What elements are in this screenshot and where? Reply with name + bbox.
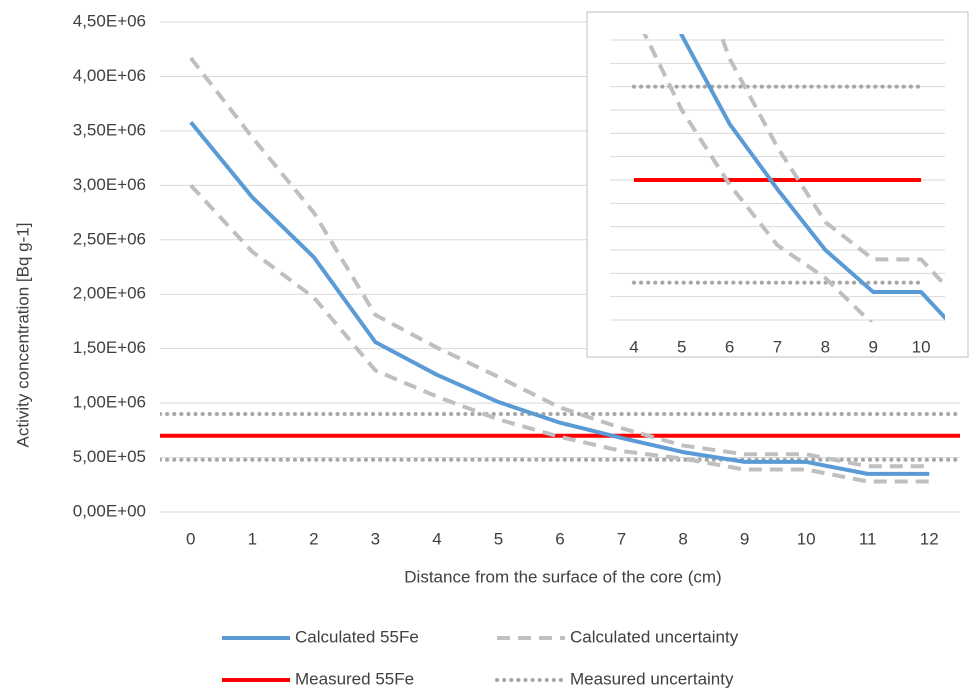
x-tick-label: 7: [773, 337, 782, 356]
legend-label: Calculated 55Fe: [295, 627, 419, 646]
x-tick-label: 6: [555, 529, 564, 548]
y-tick-label: 0,00E+00: [73, 501, 146, 520]
y-tick-label: 2,50E+06: [73, 229, 146, 248]
legend-label: Measured uncertainty: [570, 669, 734, 688]
main-chart: 0,00E+00 5,00E+05 1,00E+06 1,50E+06 2,00E+06…: [73, 11, 960, 548]
x-tick-label: 8: [821, 337, 830, 356]
x-tick-label: 12: [920, 529, 939, 548]
x-tick-label: 9: [740, 529, 749, 548]
x-tick-label: 0: [186, 529, 195, 548]
y-tick-label: 3,00E+06: [73, 175, 146, 194]
x-tick-label: 6: [725, 337, 734, 356]
legend-label: Calculated uncertainty: [570, 627, 739, 646]
inset-frame: [586, 11, 969, 358]
inset-chart: 4 5 6 7 8 9 10: [610, 34, 945, 356]
x-tick-label: 5: [494, 529, 503, 548]
legend: Calculated 55Fe Calculated uncertainty Mea…: [222, 627, 739, 688]
y-tick-label: 2,00E+06: [73, 284, 146, 303]
x-tick-label: 9: [868, 337, 877, 356]
x-tick-label: 2: [309, 529, 318, 548]
x-tick-label: 10: [797, 529, 816, 548]
x-tick-label: 4: [432, 529, 441, 548]
plot-lines: [631, 34, 945, 322]
x-tick-label: 11: [859, 529, 877, 548]
y-tick-label: 3,50E+06: [73, 120, 146, 139]
x-tick-label: 10: [912, 337, 931, 356]
plot-lines: [160, 56, 960, 484]
x-tick-label: 4: [629, 337, 638, 356]
x-axis-title: Distance from the surface of the core (c…: [404, 567, 721, 586]
data-line: [718, 34, 945, 288]
x-tick-label: 8: [678, 529, 687, 548]
y-tick-label: 1,50E+06: [73, 338, 146, 357]
y-axis-title: Activity concentration [Bq g-1]: [13, 223, 32, 448]
data-line: [189, 120, 930, 476]
data-line: [679, 34, 945, 321]
x-tick-label: 5: [677, 337, 686, 356]
x-tick-label: 3: [371, 529, 380, 548]
legend-label: Measured 55Fe: [295, 669, 414, 688]
y-tick-label: 1,00E+06: [73, 393, 146, 412]
y-tick-label: 4,50E+06: [73, 11, 146, 30]
y-tick-label: 4,00E+06: [73, 66, 146, 85]
x-tick-label: 7: [617, 529, 626, 548]
y-tick-label: 5,00E+05: [73, 447, 146, 466]
data-line: [189, 56, 930, 469]
x-tick-label: 1: [248, 529, 257, 548]
